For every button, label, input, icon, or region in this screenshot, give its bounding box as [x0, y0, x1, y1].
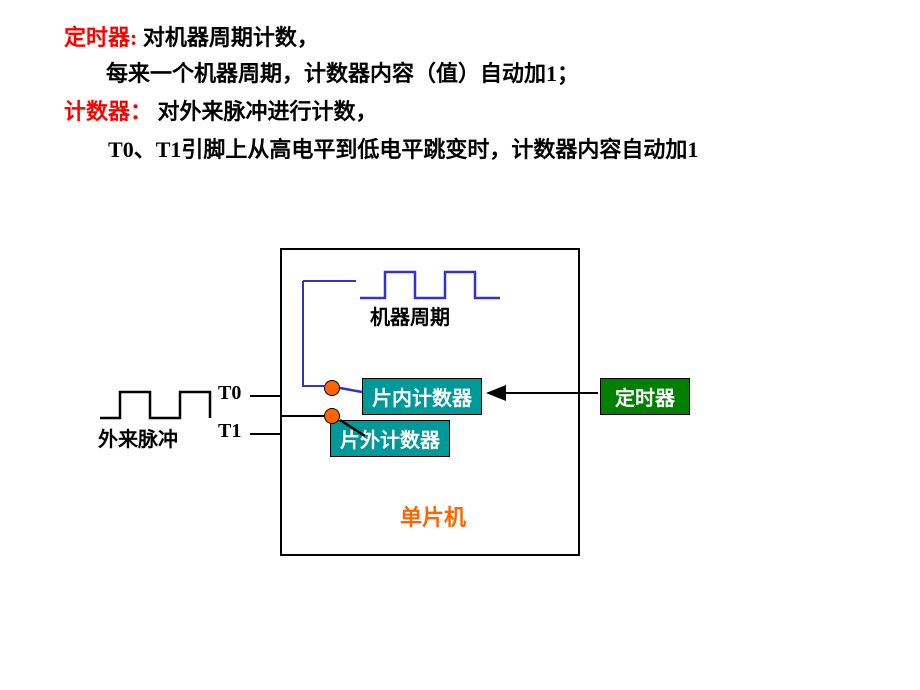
counter-label: 计数器： [64, 99, 152, 124]
switch-dot-top [324, 380, 340, 396]
t1-label: T1 [218, 420, 241, 443]
counter-desc: 对外来脉冲进行计数， [158, 99, 378, 124]
timer-box: 定时器 [600, 378, 690, 415]
timer-desc: 对机器周期计数， [143, 25, 319, 50]
internal-counter-box: 片内计数器 [362, 378, 482, 415]
switch-dot-bottom [324, 408, 340, 424]
mcu-label: 单片机 [400, 500, 466, 532]
pulse-left [100, 392, 210, 418]
timer-label: 定时器: [64, 25, 137, 50]
text-line-1: 定时器: 对机器周期计数， [64, 20, 319, 55]
external-counter-box: 片外计数器 [330, 420, 450, 457]
text-line-2: 每来一个机器周期，计数器内容（值）自动加1； [106, 56, 579, 91]
text-line-4: T0、T1引脚上从高电平到低电平跳变时，计数器内容自动加1 [64, 132, 784, 167]
t0-label: T0 [218, 382, 241, 405]
external-pulse-label: 外来脉冲 [98, 423, 178, 452]
machine-cycle-label: 机器周期 [370, 301, 450, 330]
text-line-3: 计数器： 对外来脉冲进行计数， [64, 94, 378, 129]
